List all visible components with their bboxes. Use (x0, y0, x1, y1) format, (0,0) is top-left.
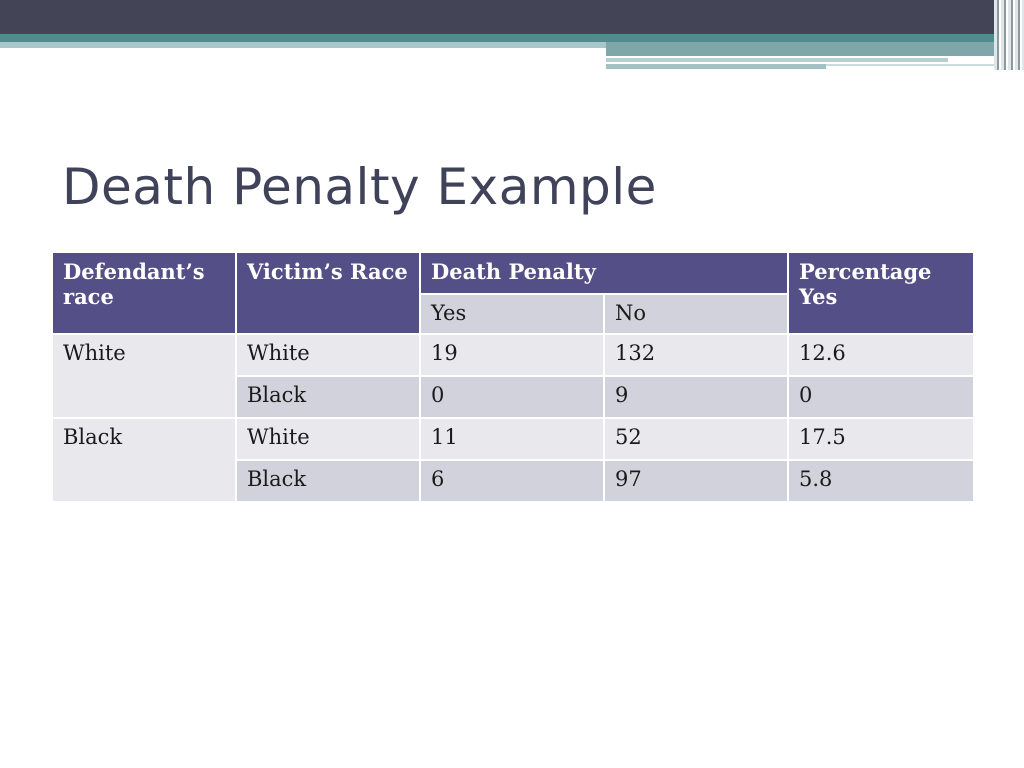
victim-race-cell: White (235, 417, 421, 461)
yes-cell: 11 (419, 417, 605, 461)
no-cell: 132 (603, 333, 789, 377)
no-cell: 97 (603, 459, 789, 503)
percentage-cell: 12.6 (787, 333, 975, 377)
header-victim-race: Victim’s Race (235, 251, 421, 335)
header-percentage-yes: Percentage Yes (787, 251, 975, 335)
header-band-dark (0, 0, 1024, 34)
victim-race-cell: White (235, 333, 421, 377)
defendant-race-cell: Black (51, 417, 237, 503)
yes-cell: 6 (419, 459, 605, 503)
table-row: Black 0 9 0 (52, 375, 975, 419)
header-defendant-race: Defendant’s race (51, 251, 237, 335)
no-cell: 52 (603, 417, 789, 461)
header-death-penalty: Death Penalty (419, 251, 789, 295)
victim-race-cell: Black (235, 459, 421, 503)
percentage-cell: 5.8 (787, 459, 975, 503)
death-penalty-table: Defendant’s race Victim’s Race Death Pen… (51, 251, 975, 503)
header-band-teal (0, 34, 1024, 42)
header-band-gray (606, 42, 1024, 56)
victim-race-cell: Black (235, 375, 421, 419)
header-line (606, 64, 826, 69)
header-stripes (994, 0, 1024, 70)
yes-cell: 19 (419, 333, 605, 377)
yes-cell: 0 (419, 375, 605, 419)
slide-title: Death Penalty Example (62, 158, 657, 216)
header-yes: Yes (419, 293, 605, 335)
header-band-light (0, 42, 606, 48)
header-no: No (603, 293, 789, 335)
percentage-cell: 17.5 (787, 417, 975, 461)
table-row: White White 19 132 12.6 (51, 333, 975, 419)
header-line (606, 58, 948, 62)
header-line (826, 64, 1024, 66)
table-row: Black White 11 52 17.5 (51, 417, 975, 503)
percentage-cell: 0 (787, 375, 975, 419)
table-row: Black 6 97 5.8 (52, 459, 975, 503)
defendant-race-cell: White (51, 333, 237, 419)
no-cell: 9 (603, 375, 789, 419)
